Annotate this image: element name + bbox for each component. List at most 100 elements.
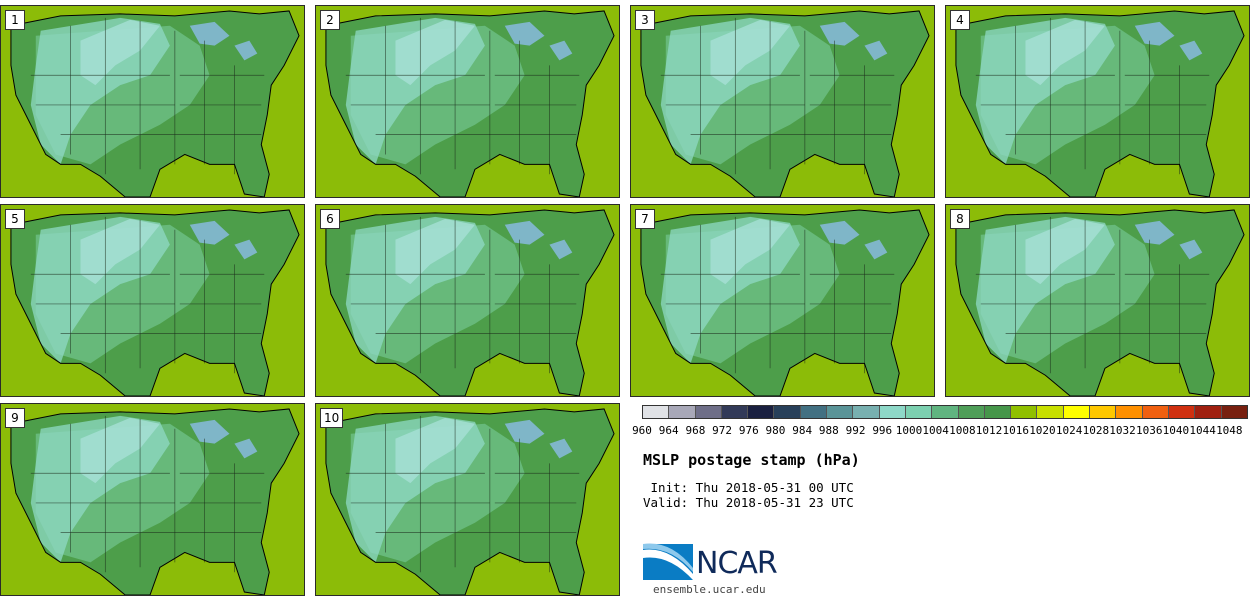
colorbar-swatch xyxy=(721,406,749,418)
great-lakes xyxy=(504,21,573,61)
great-lakes xyxy=(189,21,258,61)
great-lakes xyxy=(1134,220,1203,260)
great-lakes xyxy=(1134,21,1203,61)
member-label: 8 xyxy=(950,209,970,229)
great-lakes xyxy=(819,21,888,61)
colorbar-swatch xyxy=(1195,406,1222,418)
coastline xyxy=(955,10,1245,197)
map-canvas xyxy=(946,6,1249,197)
valid-time: Valid: Thu 2018-05-31 23 UTC xyxy=(643,495,854,510)
great-lakes xyxy=(819,220,888,260)
member-label: 10 xyxy=(320,408,344,428)
member-label: 2 xyxy=(320,10,340,30)
colorbar-swatch xyxy=(1037,406,1064,418)
colorbar-tick-label: 1048 xyxy=(1216,424,1243,437)
member-map-1: 1 xyxy=(0,5,305,198)
colorbar-swatch xyxy=(1116,406,1143,418)
colorbar-tick-label: 992 xyxy=(845,424,866,437)
logo-text: NCAR xyxy=(696,546,778,581)
colorbar-tick-label: 1004 xyxy=(922,424,949,437)
colorbar-swatch xyxy=(643,406,670,418)
colorbar-tick-label: 1032 xyxy=(1109,424,1136,437)
coastline xyxy=(640,10,930,197)
coastline xyxy=(955,209,1245,396)
coastline xyxy=(10,10,300,197)
colorbar-ticks: 960 964 968 972 976 980 984 988 992 996 1000 1004 10… xyxy=(628,424,1260,438)
map-canvas xyxy=(316,6,619,197)
great-lakes xyxy=(189,220,258,260)
member-label: 6 xyxy=(320,209,340,229)
colorbar-tick-label: 1036 xyxy=(1135,424,1163,437)
great-lakes xyxy=(504,220,573,260)
map-canvas xyxy=(316,205,619,396)
member-map-8: 8 xyxy=(945,204,1250,397)
member-map-4: 4 xyxy=(945,5,1250,198)
member-map-9: 9 xyxy=(0,403,305,596)
member-label: 1 xyxy=(5,10,25,30)
member-label: 3 xyxy=(635,10,655,30)
coastline xyxy=(10,209,300,396)
member-map-6: 6 xyxy=(315,204,620,397)
colorbar-swatch xyxy=(827,406,854,418)
coastline xyxy=(325,10,615,197)
colorbar-swatch xyxy=(853,406,880,418)
colorbar-tick-label: 988 xyxy=(818,424,839,437)
colorbar-tick-label: 996 xyxy=(872,424,893,437)
ncar-logo: NCAR xyxy=(643,540,793,582)
colorbar-swatch xyxy=(984,406,1012,418)
member-map-7: 7 xyxy=(630,204,935,397)
colorbar-swatch xyxy=(932,406,959,418)
colorbar-tick-label: 960 xyxy=(632,424,652,437)
colorbar-tick-label: 1008 xyxy=(949,424,976,437)
member-label: 7 xyxy=(635,209,655,229)
pressure-band-1000 xyxy=(345,216,485,364)
colorbar-tick-label: 1044 xyxy=(1189,424,1216,437)
member-map-5: 5 xyxy=(0,204,305,397)
colorbar-tick-label: 1028 xyxy=(1082,424,1110,437)
member-label: 5 xyxy=(5,209,25,229)
colorbar xyxy=(642,405,1248,419)
map-canvas xyxy=(946,205,1249,396)
colorbar-tick-label: 1016 xyxy=(1002,424,1029,437)
colorbar-swatch xyxy=(800,406,828,418)
map-canvas xyxy=(631,6,934,197)
colorbar-swatch xyxy=(1063,406,1091,418)
map-canvas xyxy=(1,205,304,396)
member-label: 9 xyxy=(5,408,25,428)
pressure-band-1000 xyxy=(30,17,170,165)
colorbar-tick-label: 968 xyxy=(685,424,706,437)
pressure-band-1000 xyxy=(975,216,1115,364)
map-canvas xyxy=(316,404,619,595)
member-map-2: 2 xyxy=(315,5,620,198)
member-map-10: 10 xyxy=(315,403,620,596)
colorbar-tick-label: 972 xyxy=(712,424,733,437)
map-canvas xyxy=(1,6,304,197)
colorbar-tick-label: 1024 xyxy=(1055,424,1083,437)
colorbar-tick-label: 1000 xyxy=(895,424,923,437)
colorbar-tick-label: 1040 xyxy=(1162,424,1190,437)
pressure-band-1000 xyxy=(975,17,1115,165)
coastline xyxy=(640,209,930,396)
colorbar-swatch xyxy=(958,406,985,418)
colorbar-swatch xyxy=(774,406,801,418)
map-canvas xyxy=(631,205,934,396)
pressure-band-1000 xyxy=(345,17,485,165)
map-canvas xyxy=(1,404,304,595)
member-label: 4 xyxy=(950,10,970,30)
colorbar-tick-label: 1020 xyxy=(1029,424,1056,437)
pressure-band-1000 xyxy=(660,17,800,165)
colorbar-swatch xyxy=(1090,406,1117,418)
colorbar-swatch xyxy=(905,406,933,418)
coastline xyxy=(325,209,615,396)
colorbar-tick-label: 984 xyxy=(792,424,813,437)
coastline xyxy=(10,408,300,595)
website-link[interactable]: ensemble.ucar.edu xyxy=(653,583,766,596)
colorbar-swatch xyxy=(1142,406,1169,418)
colorbar-swatch xyxy=(879,406,906,418)
colorbar-swatch xyxy=(1221,406,1247,418)
pressure-band-1000 xyxy=(345,415,485,563)
init-time: Init: Thu 2018-05-31 00 UTC xyxy=(643,480,854,495)
ncar-logo-mark xyxy=(643,543,693,580)
colorbar-tick-label: 964 xyxy=(658,424,679,437)
colorbar-swatch xyxy=(748,406,775,418)
